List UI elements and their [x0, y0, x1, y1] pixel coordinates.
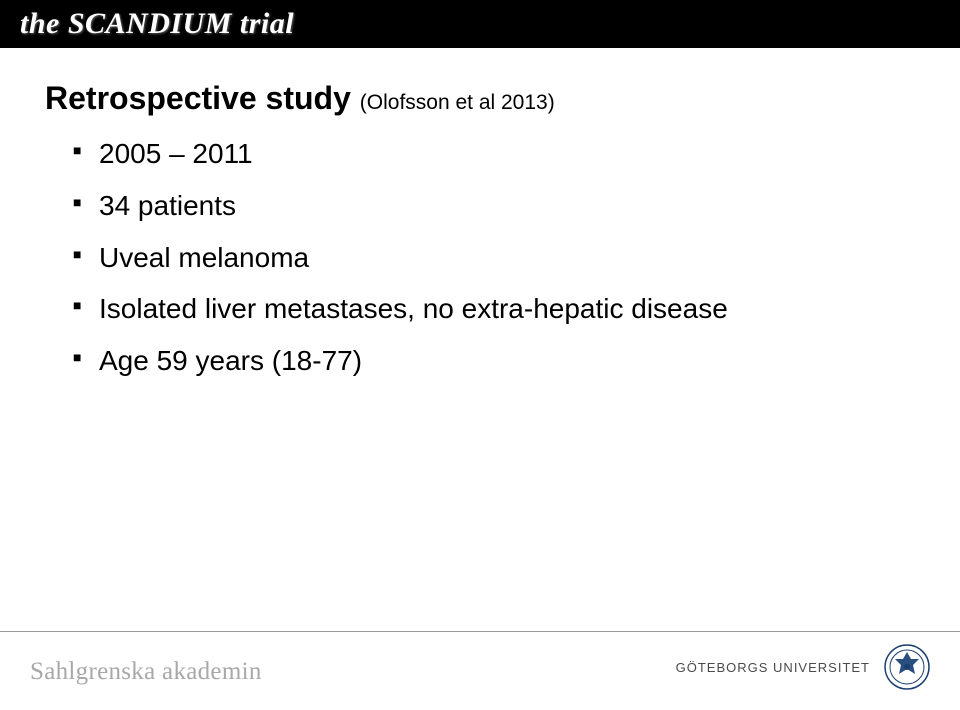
university-seal-icon — [884, 644, 930, 690]
bullet-item: Isolated liver metastases, no extra-hepa… — [73, 290, 915, 328]
bullet-item: 2005 – 2011 — [73, 135, 915, 173]
bullet-item: 34 patients — [73, 187, 915, 225]
slide-title: Retrospective study (Olofsson et al 2013… — [45, 80, 915, 117]
bullet-list: 2005 – 2011 34 patients Uveal melanoma I… — [45, 135, 915, 380]
bullet-item: Age 59 years (18-77) — [73, 342, 915, 380]
header-title: the SCANDIUM trial — [20, 7, 294, 41]
header-bar: the SCANDIUM trial — [0, 0, 960, 48]
bullet-item: Uveal melanoma — [73, 239, 915, 277]
footer-left: Sahlgrenska akademin — [30, 658, 262, 686]
footer-right: GÖTEBORGS UNIVERSITET — [676, 644, 930, 690]
title-sub: (Olofsson et al 2013) — [360, 91, 555, 114]
footer-left-label: Sahlgrenska akademin — [30, 658, 262, 686]
footer-divider — [0, 631, 960, 632]
footer-right-label: GÖTEBORGS UNIVERSITET — [676, 660, 870, 675]
title-main: Retrospective study — [45, 80, 360, 116]
slide: the SCANDIUM trial Retrospective study (… — [0, 0, 960, 710]
content-area: Retrospective study (Olofsson et al 2013… — [45, 80, 915, 394]
